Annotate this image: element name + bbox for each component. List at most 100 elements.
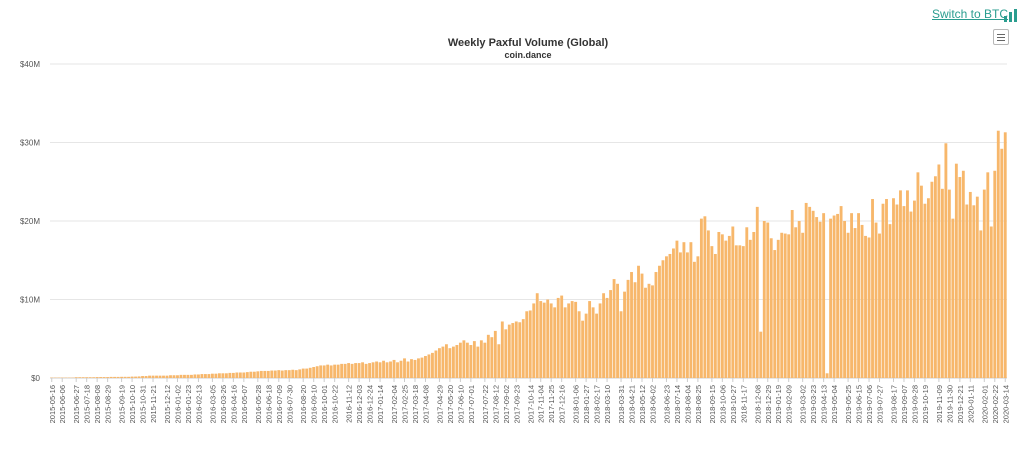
bar[interactable] <box>738 245 742 378</box>
bar[interactable] <box>556 297 560 378</box>
bar[interactable] <box>298 369 302 378</box>
bar[interactable] <box>270 370 274 378</box>
bar[interactable] <box>892 198 895 378</box>
bar[interactable] <box>242 372 246 379</box>
bar[interactable] <box>312 367 316 378</box>
bar[interactable] <box>706 230 710 378</box>
bar[interactable] <box>203 374 207 378</box>
bar[interactable] <box>497 344 501 378</box>
bar[interactable] <box>752 231 756 378</box>
bar[interactable] <box>382 360 385 378</box>
bar[interactable] <box>577 311 581 378</box>
bar[interactable] <box>319 365 323 378</box>
bar[interactable] <box>308 367 312 378</box>
bar[interactable] <box>982 189 986 378</box>
bar[interactable] <box>396 362 399 378</box>
bar[interactable] <box>713 253 717 378</box>
bar[interactable] <box>633 282 637 378</box>
bar[interactable] <box>899 190 902 378</box>
bar[interactable] <box>965 204 969 378</box>
switch-to-btc-link[interactable]: Switch to BTC <box>932 7 1009 21</box>
bar[interactable] <box>357 363 361 378</box>
bar[interactable] <box>245 372 249 378</box>
bar[interactable] <box>190 374 193 378</box>
bar[interactable] <box>434 350 438 378</box>
bar[interactable] <box>231 372 235 378</box>
bar[interactable] <box>682 242 686 378</box>
bar[interactable] <box>92 377 96 378</box>
bar[interactable] <box>724 240 728 379</box>
bar[interactable] <box>591 307 595 378</box>
bar[interactable] <box>598 303 602 378</box>
bar[interactable] <box>871 199 874 378</box>
bar[interactable] <box>829 218 833 378</box>
bar[interactable] <box>207 374 211 378</box>
bar[interactable] <box>623 291 626 378</box>
bar[interactable] <box>256 371 260 378</box>
bar[interactable] <box>280 370 284 378</box>
bar[interactable] <box>141 376 144 378</box>
bar[interactable] <box>214 373 218 378</box>
bar[interactable] <box>689 242 693 378</box>
bar[interactable] <box>825 373 829 378</box>
bar[interactable] <box>465 342 469 378</box>
bar[interactable] <box>476 346 480 378</box>
bar[interactable] <box>259 370 263 378</box>
bar[interactable] <box>368 363 372 378</box>
bar[interactable] <box>916 172 920 378</box>
bar[interactable] <box>588 301 592 378</box>
bar[interactable] <box>1000 148 1004 378</box>
bar[interactable] <box>441 346 445 378</box>
bar[interactable] <box>431 352 434 378</box>
bar[interactable] <box>581 320 585 378</box>
bar[interactable] <box>525 311 529 378</box>
bar[interactable] <box>846 232 850 378</box>
bar[interactable] <box>769 238 773 378</box>
bar[interactable] <box>574 301 578 378</box>
bar[interactable] <box>1003 132 1007 378</box>
bar[interactable] <box>413 359 417 378</box>
bar[interactable] <box>347 363 351 378</box>
bar[interactable] <box>511 323 515 378</box>
bar[interactable] <box>612 279 616 378</box>
bar[interactable] <box>151 375 155 378</box>
bar[interactable] <box>780 232 784 378</box>
bar[interactable] <box>672 248 675 378</box>
bar[interactable] <box>857 213 860 378</box>
bar[interactable] <box>424 356 427 378</box>
bar[interactable] <box>392 359 396 378</box>
bar[interactable] <box>85 377 89 378</box>
bar[interactable] <box>731 226 735 379</box>
bar[interactable] <box>333 364 337 378</box>
bar[interactable] <box>277 370 281 378</box>
bar[interactable] <box>979 230 983 378</box>
bar[interactable] <box>762 221 766 378</box>
bar[interactable] <box>745 227 749 378</box>
bar[interactable] <box>860 224 864 378</box>
bar[interactable] <box>169 375 172 378</box>
bar[interactable] <box>951 218 955 378</box>
bar[interactable] <box>933 176 937 378</box>
bar[interactable] <box>878 233 881 378</box>
bar[interactable] <box>626 279 630 379</box>
bar[interactable] <box>172 375 176 378</box>
bar[interactable] <box>993 170 997 378</box>
bar[interactable] <box>364 363 368 378</box>
bar[interactable] <box>567 303 571 378</box>
bar[interactable] <box>560 295 564 378</box>
bar[interactable] <box>490 337 494 378</box>
bar[interactable] <box>197 374 200 378</box>
bar[interactable] <box>287 370 291 378</box>
hamburger-menu-icon[interactable] <box>993 29 1009 45</box>
bar[interactable] <box>818 221 822 378</box>
bar[interactable] <box>668 253 672 378</box>
bar[interactable] <box>885 199 888 378</box>
bar[interactable] <box>609 290 613 378</box>
bar[interactable] <box>563 307 567 378</box>
bar[interactable] <box>123 376 127 378</box>
bar[interactable] <box>679 252 682 378</box>
bar[interactable] <box>881 203 885 378</box>
bar[interactable] <box>479 340 483 378</box>
bar[interactable] <box>217 373 221 378</box>
bar[interactable] <box>839 206 843 378</box>
